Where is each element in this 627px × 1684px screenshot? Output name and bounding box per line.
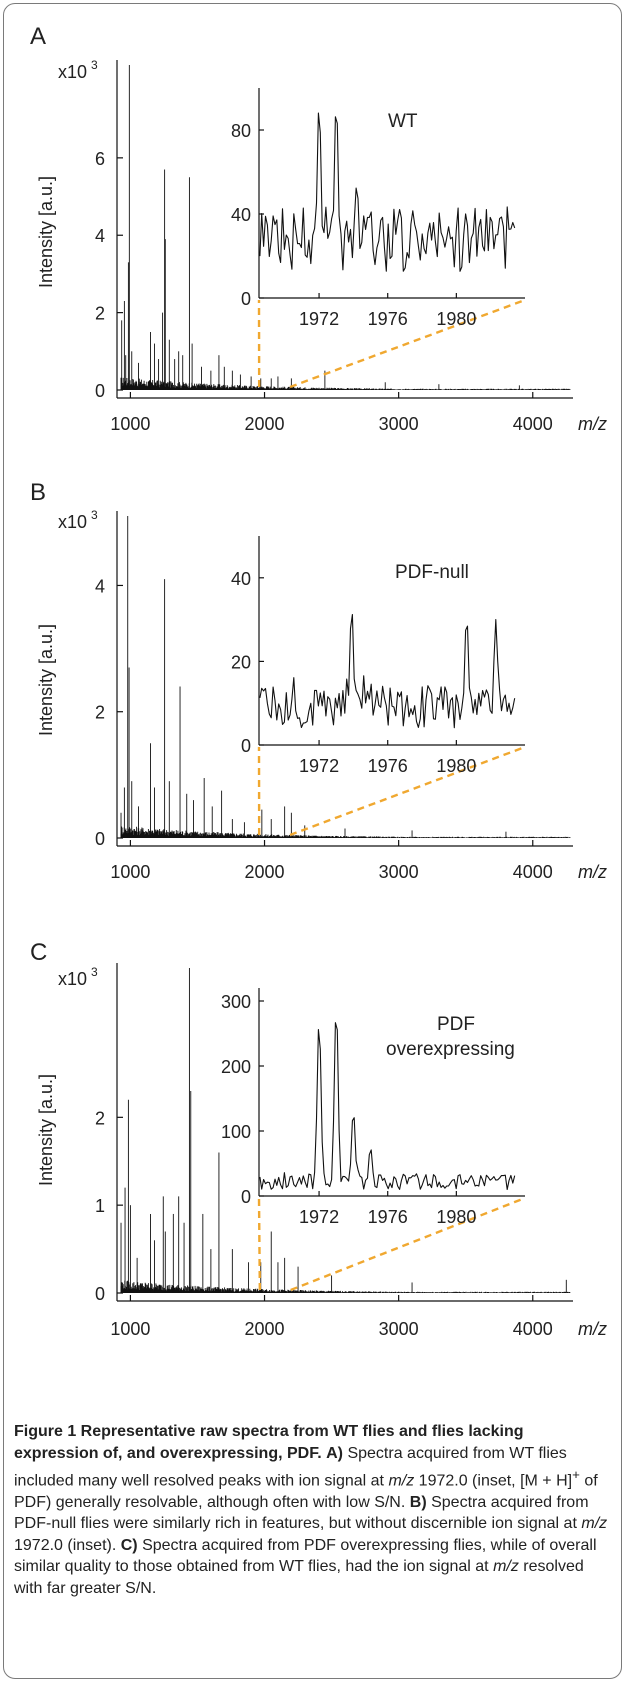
y-tick-label-A-0: 0 <box>95 381 105 401</box>
panel-label-C: C <box>30 939 47 966</box>
inset-y-tick-label-C-200: 200 <box>221 1057 251 1077</box>
y-tick-label-C-1: 1 <box>95 1196 105 1216</box>
y-axis-label-B: Intensity [a.u.] <box>36 624 56 736</box>
x-tick-label-A-1000: 1000 <box>110 414 150 434</box>
y-axis-label-C: Intensity [a.u.] <box>36 1074 56 1186</box>
y-multiplier-exponent-B: 3 <box>91 508 98 522</box>
caption-b-text-1: Spectra acquired from PDF-null flies wer… <box>14 1493 589 1533</box>
y-multiplier-C: x10 <box>58 969 87 989</box>
caption-label-b: B) <box>409 1493 427 1511</box>
caption-mz-b: m/z <box>581 1515 608 1533</box>
inset-background-A <box>260 88 526 298</box>
inset-x-tick-label-A-1972: 1972 <box>299 309 339 329</box>
x-tick-label-A-3000: 3000 <box>379 414 419 434</box>
inset-y-tick-label-C-100: 100 <box>221 1122 251 1142</box>
caption-c-text-2: resolved with far greater S/N. <box>14 1558 584 1597</box>
inset-x-tick-label-B-1972: 1972 <box>299 756 339 776</box>
caption-label-a: A) <box>326 1444 343 1462</box>
x-unit-label-C: m/z <box>578 1319 607 1339</box>
inset-y-tick-label-A-0: 0 <box>241 289 251 309</box>
inset-trace-A <box>259 112 516 272</box>
caption-a-text-2: 1972.0 (inset, [M + H] <box>418 1472 573 1490</box>
x-tick-label-B-1000: 1000 <box>110 862 150 882</box>
inset-label-2-C: overexpressing <box>386 1039 515 1060</box>
spectrum-baseline-B <box>120 826 571 838</box>
zoom-guide-left-C <box>257 1197 262 1291</box>
y-multiplier-A: x10 <box>58 62 87 82</box>
inset-x-tick-label-A-1980: 1980 <box>436 309 476 329</box>
inset-y-tick-label-C-0: 0 <box>241 1187 251 1207</box>
inset-y-tick-label-B-40: 40 <box>231 569 251 589</box>
x-tick-label-C-2000: 2000 <box>245 1319 285 1339</box>
panel-label-B: B <box>30 479 46 506</box>
inset-x-tick-label-C-1980: 1980 <box>436 1207 476 1227</box>
inset-label-B: PDF-null <box>395 562 469 583</box>
spectrum-baseline-A <box>120 377 571 390</box>
x-unit-label-B: m/z <box>578 862 607 882</box>
inset-y-tick-label-A-80: 80 <box>231 121 251 141</box>
inset-x-tick-label-A-1976: 1976 <box>368 309 408 329</box>
inset-x-tick-label-C-1972: 1972 <box>299 1207 339 1227</box>
x-tick-label-C-1000: 1000 <box>110 1319 150 1339</box>
y-multiplier-B: x10 <box>58 512 87 532</box>
x-tick-label-B-3000: 3000 <box>379 862 419 882</box>
inset-y-tick-label-B-0: 0 <box>241 736 251 756</box>
x-tick-label-B-2000: 2000 <box>245 862 285 882</box>
inset-x-tick-label-B-1980: 1980 <box>436 756 476 776</box>
y-tick-label-C-0: 0 <box>95 1284 105 1304</box>
x-tick-label-A-2000: 2000 <box>245 414 285 434</box>
x-unit-label-A: m/z <box>578 414 607 434</box>
caption-b-text-2: 1972.0 (inset). <box>14 1536 117 1554</box>
x-tick-label-C-4000: 4000 <box>513 1319 553 1339</box>
y-multiplier-exponent-C: 3 <box>91 965 98 979</box>
inset-y-tick-label-A-40: 40 <box>231 205 251 225</box>
caption-label-c: C) <box>120 1536 138 1554</box>
inset-background-B <box>260 536 526 745</box>
caption-mz-a: m/z <box>388 1472 415 1490</box>
caption-c-text-1: Spectra acquired from PDF overexpressing… <box>14 1536 597 1576</box>
zoom-guide-right-A <box>289 298 526 389</box>
x-tick-label-B-4000: 4000 <box>513 862 553 882</box>
y-tick-label-C-2: 2 <box>95 1108 105 1128</box>
y-tick-label-B-0: 0 <box>95 829 105 849</box>
inset-y-tick-label-C-300: 300 <box>221 992 251 1012</box>
inset-label-C: PDF <box>437 1014 475 1035</box>
inset-trace-C <box>259 1022 516 1191</box>
panel-label-A: A <box>30 23 46 50</box>
figure-caption: Figure 1 Representative raw spectra from… <box>14 1421 610 1599</box>
y-multiplier-exponent-A: 3 <box>91 58 98 72</box>
inset-background-C <box>260 988 526 1196</box>
inset-label-A: WT <box>388 111 418 132</box>
zoom-guide-right-C <box>290 1196 526 1292</box>
y-tick-label-A-2: 2 <box>95 304 105 324</box>
y-axis-label-A: Intensity [a.u.] <box>36 176 56 288</box>
caption-a-text-1: Spectra acquired from WT flies included … <box>14 1444 567 1490</box>
y-tick-label-B-2: 2 <box>95 703 105 723</box>
inset-trace-B <box>259 613 516 729</box>
inset-x-tick-label-C-1976: 1976 <box>368 1207 408 1227</box>
zoom-guide-right-B <box>289 745 526 837</box>
x-tick-label-C-3000: 3000 <box>379 1319 419 1339</box>
caption-mz-c: m/z <box>493 1558 519 1576</box>
y-tick-label-A-4: 4 <box>95 226 105 246</box>
caption-title: Figure 1 Representative raw spectra from… <box>14 1423 524 1462</box>
caption-a-sup: + <box>572 1467 580 1482</box>
spectrum-baseline-C <box>120 1280 571 1293</box>
caption-a-text-3: of PDF) generally resolvable, although o… <box>14 1472 598 1511</box>
inset-x-tick-label-B-1976: 1976 <box>368 756 408 776</box>
y-tick-label-B-4: 4 <box>95 576 105 596</box>
y-tick-label-A-6: 6 <box>95 149 105 169</box>
x-tick-label-A-4000: 4000 <box>513 414 553 434</box>
inset-y-tick-label-B-20: 20 <box>231 652 251 672</box>
